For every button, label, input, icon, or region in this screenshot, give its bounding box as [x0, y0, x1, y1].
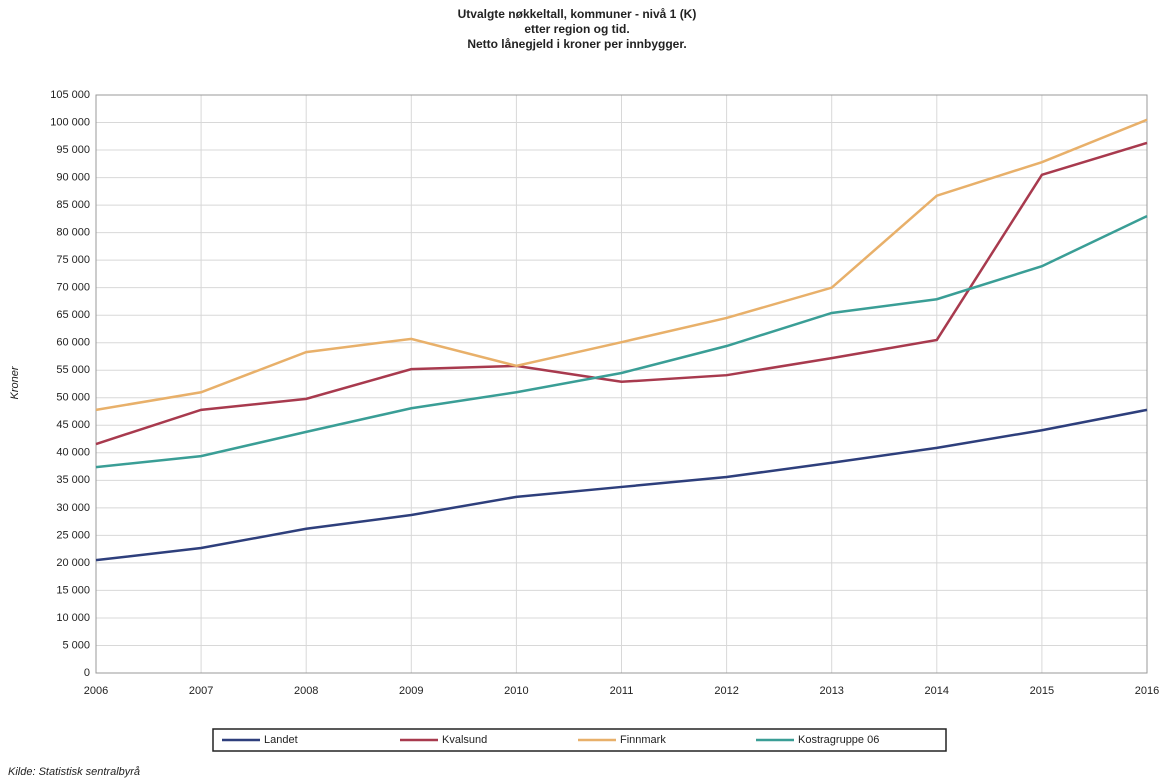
series-line	[95, 118, 1148, 412]
y-tick-label: 60 000	[56, 337, 90, 349]
x-tick-label: 2011	[610, 685, 634, 697]
y-tick-label: 100 000	[50, 116, 90, 128]
chart-title: Utvalgte nøkkeltall, kommuner - nivå 1 (…	[458, 7, 697, 21]
legend-label: Finnmark	[620, 734, 666, 746]
x-tick-label: 2008	[294, 685, 318, 697]
x-tick-label: 2012	[714, 685, 738, 697]
y-tick-label: 55 000	[56, 364, 90, 376]
legend-label: Kvalsund	[442, 734, 487, 746]
y-tick-label: 80 000	[56, 227, 90, 239]
y-tick-label: 45 000	[56, 419, 90, 431]
x-tick-label: 2015	[1030, 685, 1054, 697]
y-tick-label: 105 000	[50, 89, 90, 101]
y-tick-label: 95 000	[56, 144, 90, 156]
x-tick-label: 2016	[1135, 685, 1159, 697]
y-axis-label: Kroner	[9, 365, 21, 399]
y-tick-label: 50 000	[56, 392, 90, 404]
y-tick-label: 85 000	[56, 199, 90, 211]
x-tick-label: 2007	[189, 685, 213, 697]
chart-subtitle: etter region og tid.	[524, 22, 629, 36]
y-tick-label: 5 000	[62, 639, 90, 651]
y-tick-label: 75 000	[56, 254, 90, 266]
y-tick-label: 20 000	[56, 557, 90, 569]
y-tick-label: 0	[84, 667, 90, 679]
series-line	[95, 141, 1148, 446]
x-tick-label: 2013	[819, 685, 843, 697]
plot-frame	[95, 94, 1148, 674]
source: Kilde: Statistisk sentralbyrå	[8, 766, 140, 778]
y-tick-label: 10 000	[56, 612, 90, 624]
y-tick-label: 90 000	[56, 171, 90, 183]
chart-subtitle: Netto lånegjeld i kroner per innbygger.	[467, 37, 686, 51]
y-tick-label: 35 000	[56, 474, 90, 486]
x-tick-label: 2014	[925, 685, 949, 697]
legend-label: Kostragruppe 06	[798, 734, 879, 746]
series-line	[95, 214, 1148, 469]
series-line	[95, 408, 1148, 562]
x-tick-label: 2006	[84, 685, 108, 697]
x-tick-label: 2010	[504, 685, 528, 697]
x-tick-label: 2009	[399, 685, 423, 697]
y-tick-label: 40 000	[56, 447, 90, 459]
y-tick-label: 65 000	[56, 309, 90, 321]
y-tick-label: 25 000	[56, 529, 90, 541]
legend-label: Landet	[264, 734, 298, 746]
y-tick-label: 30 000	[56, 502, 90, 514]
y-tick-label: 70 000	[56, 282, 90, 294]
y-tick-label: 15 000	[56, 584, 90, 596]
